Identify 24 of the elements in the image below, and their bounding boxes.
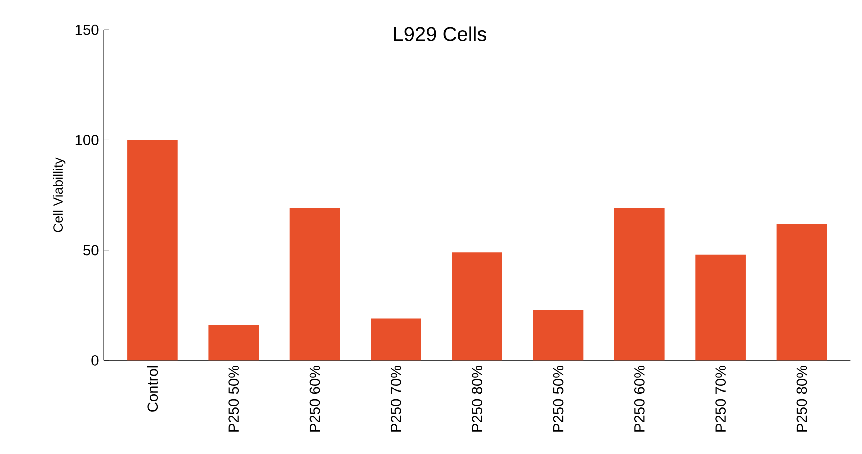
bar — [533, 310, 584, 361]
y-axis-title: Cell Viabillity — [53, 158, 66, 232]
bar — [696, 254, 746, 361]
bar — [776, 224, 828, 361]
x-tick-label: P250 60% — [634, 366, 645, 432]
x-tick-label: P250 60% — [310, 366, 320, 432]
x-tick-label: P250 80% — [472, 366, 483, 432]
y-tick-label: 100 — [76, 135, 99, 146]
bar — [128, 140, 178, 361]
chart-title: L929 Cells — [394, 26, 486, 42]
x-tick-label: P250 50% — [553, 366, 564, 432]
y-tick-label: 0 — [92, 355, 99, 366]
bar — [614, 208, 665, 361]
x-tick-label: P250 70% — [391, 366, 402, 432]
bar — [208, 325, 260, 361]
x-tick-label: P250 70% — [716, 366, 726, 432]
x-tick-label: P250 80% — [796, 366, 808, 432]
x-tick-label: P250 50% — [228, 366, 240, 432]
bar — [290, 208, 340, 361]
x-tick-label: Control — [147, 366, 158, 412]
y-tick-label: 150 — [76, 24, 99, 36]
y-tick-label: 50 — [84, 245, 99, 256]
bar — [452, 252, 502, 361]
bar — [371, 318, 422, 361]
